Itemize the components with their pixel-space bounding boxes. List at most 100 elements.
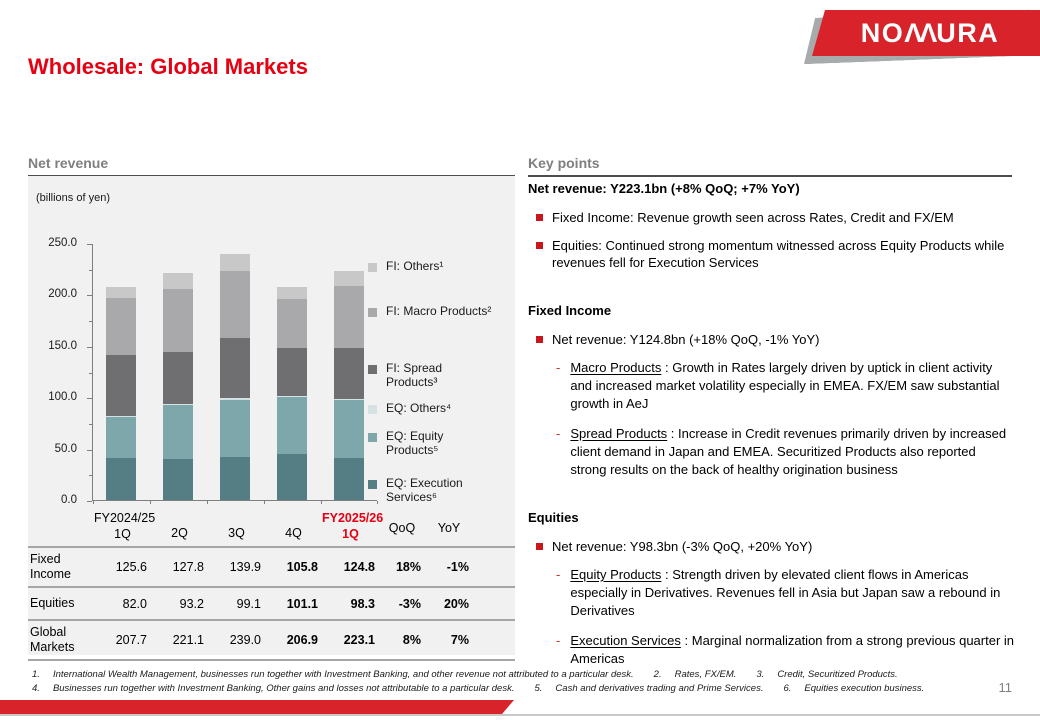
bullet-text: Fixed Income: Revenue growth seen across… [552,210,954,226]
dash-icon: - [556,632,561,648]
bar-segment [277,453,307,500]
bar-segment [277,298,307,349]
sub-bullet-term: Equity Products [570,566,662,582]
table-cell: 20% [443,596,469,611]
bar-segment [106,415,136,417]
table-cell: 125.6 [115,560,147,574]
x-axis-tick [321,501,322,504]
dash-icon: - [556,566,561,582]
x-axis-tick [207,501,208,504]
y-axis-minor-tick [89,423,92,425]
footnote-line: 1. International Wealth Management, busin… [32,668,1012,682]
legend-swatch [368,480,377,489]
footnote-item: 1. International Wealth Management, busin… [32,669,634,680]
footnote-item: 4. Businesses run together with Investmen… [32,683,514,694]
bar-segment [220,254,250,271]
footnote-text: Cash and derivatives trading and Prime S… [555,682,764,694]
legend-label: FI: Macro Products² [386,304,492,318]
sub-bullet-body: Increase in Credit revenues primarily dr… [570,425,1007,477]
table-row: Fixed Income 125.6 127.8 139.9 105.8 124.8 18%… [28,546,515,586]
colon-separator: : [680,632,692,648]
bar-segment [334,398,364,401]
sub-bullet-term: Macro Products [570,359,662,375]
column-header-qoq: QoQ [388,520,416,535]
footnote-text: Rates, FX/EM. [674,669,737,680]
table-cell: 206.9 [286,633,318,647]
section-heading: Fixed Income [528,302,612,318]
sub-bullet: - Macro Products : Growth in Rates largel… [528,359,1014,413]
bar-segment [220,398,250,400]
chart-legend: FI: Others¹ FI: Macro Products² FI: Spread… [368,244,513,584]
legend-item: EQ: Others⁴ [368,401,452,416]
sub-bullet-term: Execution Services [570,632,681,648]
page-title: Wholesale: Global Markets [28,54,308,79]
table-cell: 124.8 [343,560,375,574]
bar-segment [277,348,307,397]
table-cell: 18% [395,560,421,574]
summary-bullet-list: Fixed Income: Revenue growth seen across… [528,209,1014,271]
sub-bullet-text: Execution Services : Marginal normalizat… [570,632,1014,668]
bar-segment [277,287,307,299]
chart-plot-area [92,244,378,504]
bar-segment [220,337,250,399]
key-points-panel: Net revenue: Y223.1bn (+8% QoQ; +7% YoY)… [528,178,1014,680]
bullet-text: Equities: Continued strong momentum witn… [552,238,1005,271]
sub-bullet: - Spread Products : Increase in Credit re… [528,425,1014,479]
y-axis-tick [87,398,92,400]
column-header-4q: 4Q [285,526,302,540]
table-cell: 223.1 [343,633,375,647]
y-axis-tick [87,449,92,451]
bullet-text: Net revenue: Y98.3bn (-3% QoQ, +20% YoY) [552,538,813,554]
row-label: Fixed Income [30,552,71,581]
bottom-red-bar [0,700,514,714]
footnote-text: International Wealth Management, busines… [52,669,634,680]
dash-icon: - [556,359,561,375]
footnote-item: 6. Equities execution business. [783,683,924,694]
footnote-number: 2. [653,669,662,680]
table-cell: 101.1 [286,596,318,611]
row-label: Global Markets [30,625,75,654]
legend-label: FI: Others¹ [386,259,444,273]
table-row: Global Markets 207.7 221.1 239.0 206.9 223.1 8… [28,619,515,661]
x-axis-tick [93,501,94,504]
table-cell: 239.0 [229,633,261,647]
y-axis-tick [87,244,92,245]
footnote-text: Equities execution business. [804,682,925,694]
bullet-text: Net revenue: Y124.8bn (+18% QoQ, -1% YoY… [552,331,820,347]
footnote-number: 4. [32,682,40,694]
y-axis-tick [87,346,92,348]
nomura-logo: NOΛΛURA [808,8,1040,60]
legend-item: EQ: Equity Products⁵ [368,429,443,458]
legend-swatch [368,365,377,374]
bar-segment [106,354,136,416]
bar-segment [163,404,193,406]
key-point-bullet: Equities: Continued strong momentum witn… [528,237,1014,271]
legend-swatch [368,308,377,317]
legend-item: EQ: Execution Services⁶ [368,476,463,505]
net-revenue-section-header: Net revenue [28,155,515,177]
y-axis-tick-label: 250.0 [48,237,77,249]
legend-swatch [368,263,377,272]
y-axis-minor-tick [89,475,92,477]
column-header-fy2024-1q: FY2024/25 1Q [94,511,156,541]
footnote-number: 3. [756,669,765,680]
colon-separator: : [661,359,673,375]
bar-segment [163,272,193,290]
sub-bullet-body: Marginal normalization from a strong pre… [570,632,1015,666]
bar-segment [163,405,193,459]
column-header-2q: 2Q [171,526,188,540]
y-axis-tick [87,295,92,297]
bar-segment [163,458,193,500]
legend-label: EQ: Others⁴ [386,401,452,415]
net-revenue-panel: (billions of yen) FI: Others¹ FI: Macro P… [28,176,515,661]
bar-segment [106,416,136,459]
table-cell: 105.8 [286,560,318,574]
table-cell: 82.0 [122,596,147,611]
table-cell: -3% [398,596,421,611]
sub-bullet-text: Equity Products : Strength driven by ele… [570,566,1014,620]
footnote-item: 3. Credit, Securitized Products. [756,669,897,680]
header-spacer [28,509,94,546]
net-revenue-summary-heading: Net revenue: Y223.1bn (+8% QoQ; +7% YoY) [528,181,800,196]
key-point-bullet: Fixed Income: Revenue growth seen across… [528,209,1014,226]
sub-bullet-body: Growth in Rates largely driven by uptick… [570,359,1000,411]
